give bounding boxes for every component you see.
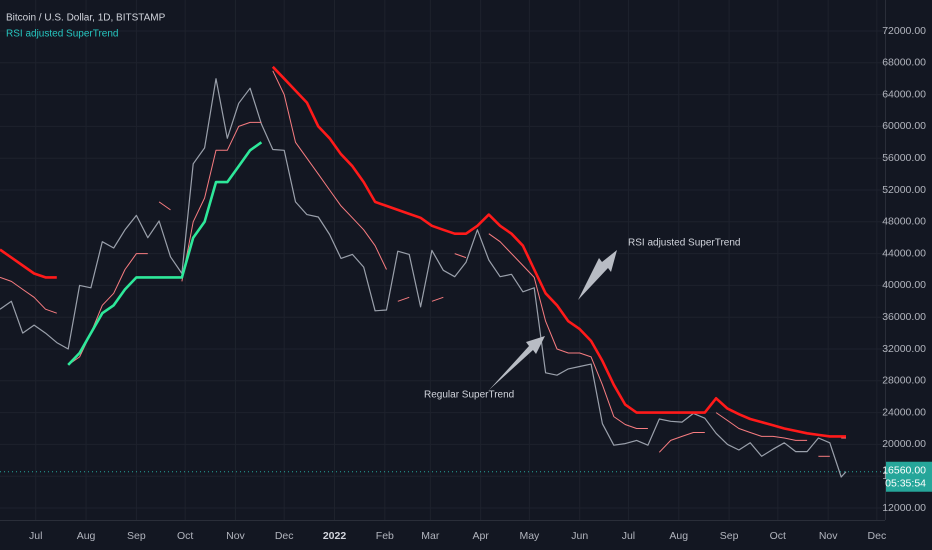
x-tick-label: Sep [720,530,739,542]
series-line [272,70,387,270]
series-line [0,276,57,314]
series-line [0,248,57,279]
series-line [397,296,410,302]
plot [0,65,885,478]
x-tick-label: Jul [29,530,42,542]
y-tick-label: 52000.00 [882,184,926,196]
y-tick-label: 56000.00 [882,152,926,164]
chart-title: Bitcoin / U.S. Dollar, 1D, BITSTAMP [6,13,166,24]
y-tick-label: 72000.00 [882,25,926,37]
series-line [271,65,846,438]
y-tick-label: 36000.00 [882,311,926,323]
series-line [67,141,263,366]
series-line [431,296,444,302]
annotation: RSI adjusted SuperTrend [628,238,740,249]
x-tick-label: Feb [376,530,394,542]
x-tick-label: Jul [622,530,635,542]
countdown-label: 05:35:54 [885,478,926,490]
x-tick-label: Oct [177,530,193,542]
series-line [181,121,262,282]
y-tick-label: 20000.00 [882,438,926,450]
x-tick-label: Jun [571,530,588,542]
y-tick-label: 60000.00 [882,120,926,132]
y-tick-label: 32000.00 [882,343,926,355]
x-tick-label: Dec [868,530,887,542]
x-tick-label: Sep [127,530,146,542]
y-tick-label: 24000.00 [882,406,926,418]
x-tick-label: Oct [770,530,786,542]
x-tick-label: Dec [275,530,294,542]
x-tick-label: Aug [77,530,96,542]
indicator-label: RSI adjusted SuperTrend [6,29,118,40]
y-tick-label: 64000.00 [882,88,926,100]
x-tick-label: Mar [421,530,440,542]
arrow [578,250,617,300]
series-line [67,253,148,366]
series-line [658,432,705,453]
y-tick-label: 44000.00 [882,247,926,259]
y-tick-label: 68000.00 [882,57,926,69]
y-tick-label: 48000.00 [882,216,926,228]
x-tick-label: 2022 [323,530,347,542]
series-line [488,233,648,429]
price-tag-label: 16560.00 [882,465,926,477]
y-tick-label: 12000.00 [882,502,926,514]
x-tick-label: Apr [472,530,489,542]
x-tick-label: May [519,530,540,542]
series-line [158,201,171,211]
series-line [454,253,467,259]
y-tick-label: 28000.00 [882,375,926,387]
annotation: Regular SuperTrend [424,390,514,401]
x-tick-label: Nov [819,530,838,542]
price-tag [886,461,932,492]
arrow [489,336,545,390]
axes: 12000.0016000.0020000.0024000.0028000.00… [29,25,932,542]
series-line [0,78,847,478]
y-tick-label: 40000.00 [882,279,926,291]
x-tick-label: Aug [669,530,688,542]
series-line [715,412,808,441]
x-tick-label: Nov [226,530,245,542]
